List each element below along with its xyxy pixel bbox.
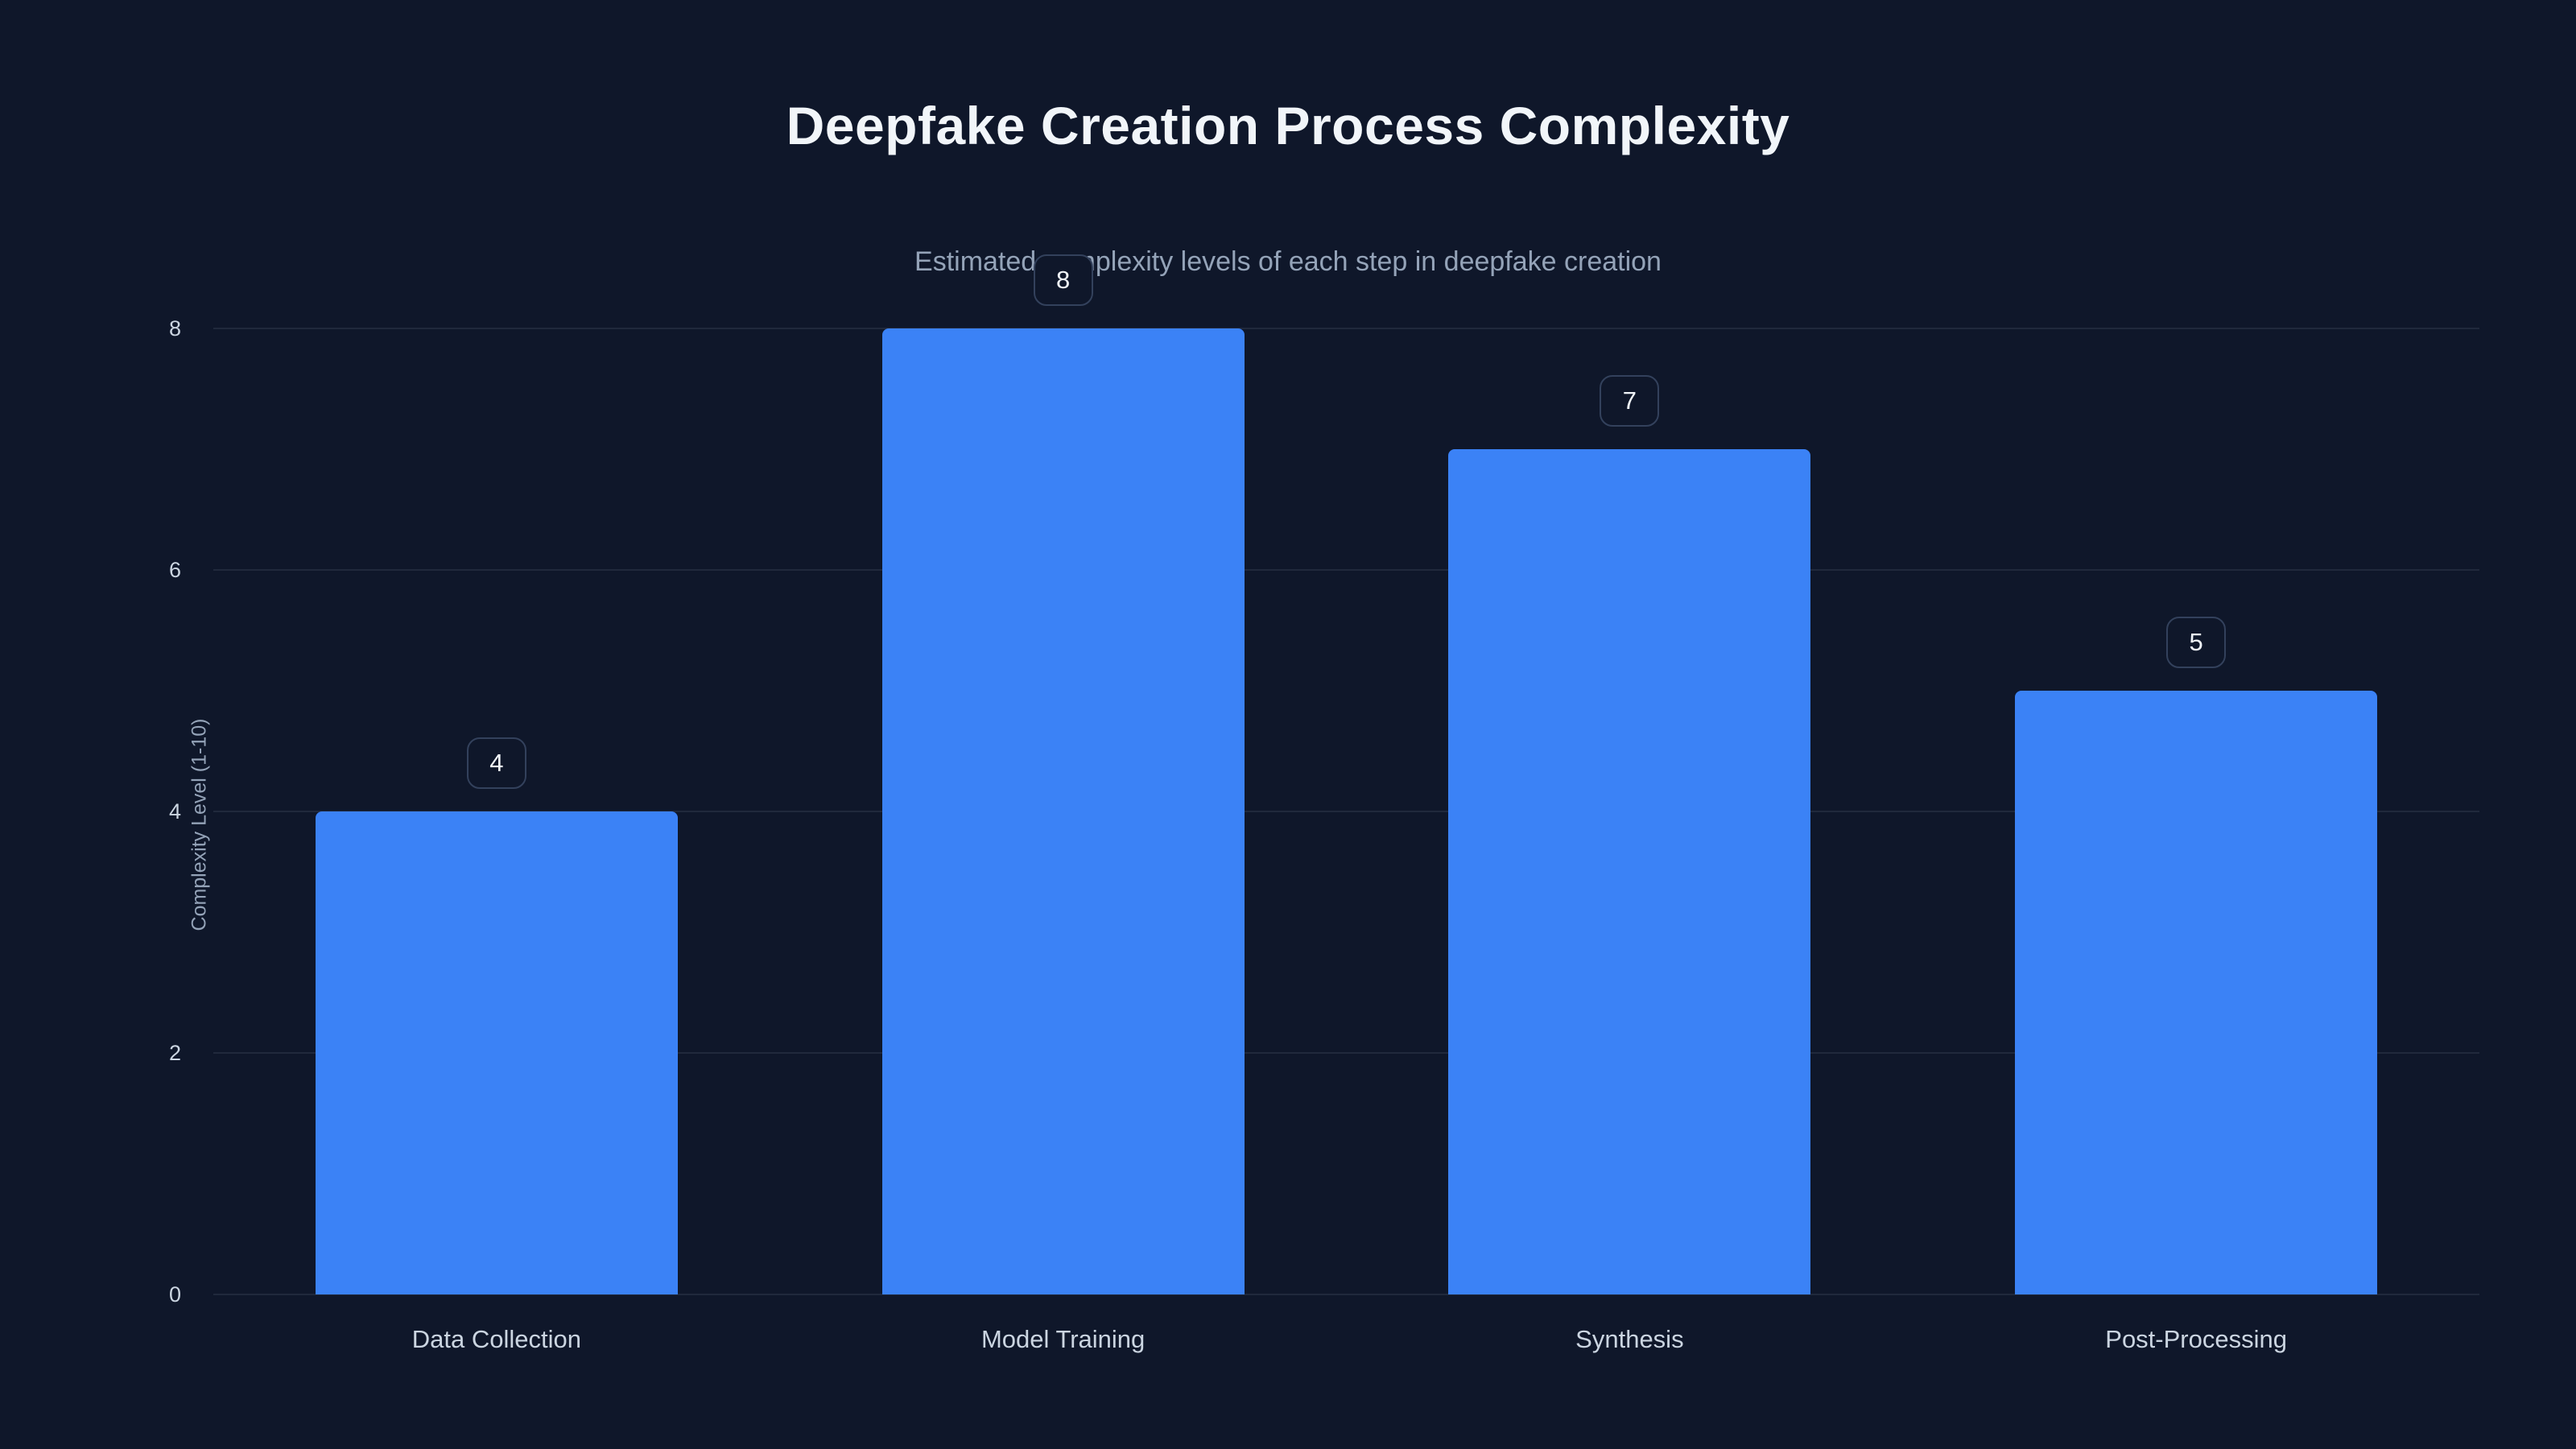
- y-tick-label: 8: [168, 316, 181, 341]
- value-badge: 8: [1033, 254, 1093, 306]
- gridline: [213, 328, 2479, 329]
- value-badge: 7: [1600, 375, 1660, 427]
- plot-area: 0 2 4 6 8 4 Data Collection 8 Model Training 7 Sy…: [169, 254, 2479, 1353]
- y-axis-ticks: 0 2 4 6 8: [0, 316, 197, 1307]
- gridline: [213, 569, 2479, 571]
- x-axis-label: Post-Processing: [2105, 1325, 2287, 1353]
- y-tick-label: 0: [168, 1282, 181, 1307]
- gridlines: [213, 328, 2479, 1295]
- bar: 8: [881, 254, 1245, 1294]
- gridline: [213, 811, 2479, 812]
- bar-group: 7 Synthesis: [1347, 328, 1913, 1353]
- x-axis-label: Model Training: [980, 1325, 1146, 1353]
- bar-series: 4 Data Collection 8 Model Training 7 Synthesi…: [213, 254, 2479, 1353]
- gridline: [213, 1294, 2479, 1295]
- x-axis-label: Data Collection: [411, 1325, 581, 1353]
- chart-title: Deepfake Creation Process Complexity: [786, 96, 1790, 155]
- value-badge: 4: [466, 737, 526, 789]
- gridline: [213, 1052, 2479, 1054]
- bar-group: 4 Data Collection: [213, 328, 780, 1353]
- bar-group: 5 Post-Processing: [1913, 328, 2479, 1353]
- chart-subtitle: Estimated complexity levels of each step…: [914, 246, 1662, 277]
- y-tick-label: 2: [168, 1041, 181, 1065]
- bar: 7: [1448, 375, 1811, 1294]
- y-tick-label: 6: [168, 558, 181, 582]
- x-axis-label: Synthesis: [1575, 1325, 1684, 1353]
- bar-group: 8 Model Training: [780, 254, 1347, 1353]
- bar: 5: [2015, 617, 2378, 1294]
- bar: 4: [315, 737, 678, 1294]
- value-badge: 5: [2166, 617, 2227, 668]
- y-tick-label: 4: [168, 799, 181, 824]
